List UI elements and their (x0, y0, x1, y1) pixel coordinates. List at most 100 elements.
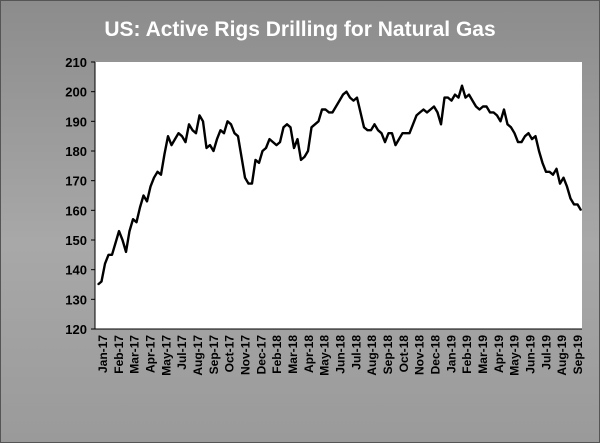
x-tick-label: May-19 (508, 335, 522, 376)
data-point (398, 138, 400, 140)
data-point (349, 97, 351, 99)
x-axis: Jan-17 Feb-17 Mar-17 Apr-17 May-17 Jul-17 Aug-… (95, 328, 585, 376)
data-point (240, 156, 243, 158)
data-point (125, 251, 127, 253)
y-tick-label: 210 (65, 55, 87, 70)
y-tick-label: 120 (65, 322, 87, 337)
data-point (142, 194, 145, 197)
data-point (373, 123, 376, 125)
data-point (205, 147, 208, 149)
data-point (412, 123, 414, 125)
x-tick-label: Aug-19 (555, 335, 569, 376)
data-point (139, 206, 141, 208)
data-point (538, 150, 540, 152)
data-point (233, 132, 236, 134)
data-point (296, 138, 299, 140)
y-tick-label: 150 (65, 233, 87, 248)
data-point (345, 91, 348, 93)
data-point (191, 129, 194, 131)
data-point (303, 156, 306, 158)
data-point (226, 120, 229, 122)
data-point (489, 111, 491, 113)
x-tick-label: Jun-19 (524, 335, 538, 374)
data-point (566, 186, 568, 188)
data-point (282, 126, 285, 128)
data-point (422, 108, 425, 111)
x-tick-label: Jan-17 (96, 335, 110, 373)
data-point (188, 123, 190, 125)
x-tick-label: Aug-17 (191, 335, 205, 376)
data-point (324, 108, 327, 111)
data-point (184, 141, 187, 143)
data-point (275, 144, 278, 146)
data-point (433, 105, 435, 108)
x-tick-label: Jul-19 (539, 335, 553, 370)
data-point (272, 141, 274, 143)
y-tick-label: 170 (65, 174, 87, 189)
x-tick-label: Feb-19 (460, 335, 474, 374)
x-tick-label: Nov-18 (413, 335, 427, 375)
data-point (552, 174, 554, 176)
x-tick-label: Jan-19 (444, 335, 458, 373)
x-tick-label: Sep-19 (571, 335, 585, 375)
data-point (212, 150, 215, 152)
data-point (111, 254, 113, 256)
x-tick-label: Mar-19 (476, 335, 490, 374)
data-point (289, 126, 292, 128)
x-tick-label: Dec-18 (429, 335, 443, 375)
chart-title: US: Active Rigs Drilling for Natural Gas (104, 18, 496, 41)
data-point (391, 132, 393, 134)
data-point (440, 123, 442, 125)
data-point (576, 203, 579, 205)
data-point (517, 141, 519, 143)
data-point (541, 162, 544, 164)
data-point (426, 111, 428, 113)
data-point (461, 85, 463, 87)
x-tick-label: May-18 (318, 335, 332, 376)
data-point (527, 132, 530, 134)
x-tick-label: Apr-17 (144, 335, 158, 373)
data-point (132, 218, 134, 220)
data-point (251, 183, 253, 185)
data-point (128, 230, 131, 232)
data-point (328, 111, 330, 113)
data-point (580, 209, 582, 211)
data-point (468, 94, 470, 96)
data-point (394, 144, 397, 146)
data-point (342, 94, 344, 96)
data-point (317, 120, 320, 122)
y-tick-label: 160 (65, 203, 87, 218)
data-point (100, 280, 103, 283)
data-point (97, 283, 99, 286)
data-point (356, 97, 358, 99)
data-point (160, 174, 162, 176)
data-point (121, 239, 124, 241)
data-point (478, 108, 481, 111)
data-point (261, 150, 264, 152)
x-tick-label: Mar-18 (286, 335, 300, 374)
x-tick-label: Feb-18 (270, 335, 284, 374)
data-point (314, 123, 316, 125)
data-point (146, 200, 148, 202)
data-point (496, 114, 498, 116)
data-point (408, 132, 411, 134)
x-tick-label: Jul-18 (349, 335, 363, 370)
data-point (569, 197, 572, 200)
x-tick-label: May-17 (159, 335, 173, 376)
data-point (335, 105, 337, 108)
data-point (499, 120, 502, 122)
data-point (503, 108, 505, 111)
data-point (370, 129, 372, 131)
data-point (492, 111, 495, 113)
data-point (181, 135, 183, 137)
data-point (209, 144, 211, 146)
data-point (170, 144, 173, 146)
data-point (429, 108, 432, 111)
data-point (363, 126, 365, 128)
x-tick-label: Oct-17 (223, 335, 237, 373)
data-point (244, 177, 246, 179)
data-point (555, 168, 558, 170)
data-point (219, 129, 222, 131)
x-tick-label: Jul-17 (175, 335, 189, 370)
data-point (167, 135, 169, 137)
